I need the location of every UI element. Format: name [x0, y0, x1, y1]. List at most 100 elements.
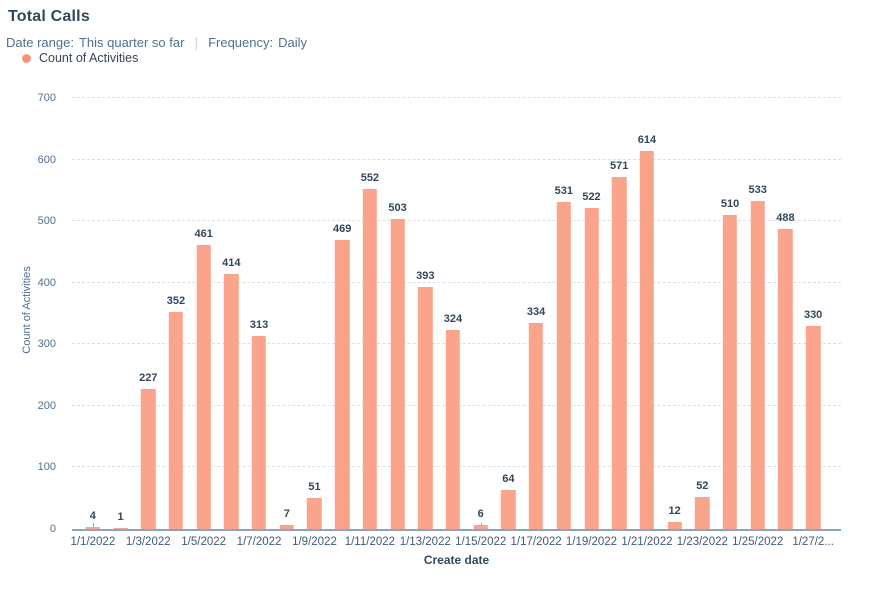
x-axis-title: Create date: [423, 553, 490, 567]
bar-value-label: 571: [610, 160, 629, 173]
bar-value-label: 12: [668, 504, 681, 517]
y-tick-label: 400: [37, 276, 56, 289]
x-tick-label: 1/17/2022: [510, 536, 562, 548]
bar-value-label: 324: [443, 312, 463, 325]
bar-slot: 64: [495, 98, 523, 529]
y-tick-label: 0: [49, 523, 56, 535]
y-tick-label: 700: [37, 92, 56, 104]
y-tick-label: 600: [37, 153, 56, 166]
bar-value-label: 533: [748, 183, 767, 196]
bar-slot: 1/13/2022 393: [400, 98, 451, 548]
x-tick-label: 1/13/2022: [399, 536, 451, 548]
bar-slot: 324: [439, 98, 467, 529]
legend-label: Count of Activities: [39, 51, 139, 65]
y-tick-label: 200: [37, 399, 56, 412]
y-tick-label: 100: [37, 461, 56, 474]
x-tick-label: 1/25/2022: [732, 536, 784, 548]
x-tick-label: 1/27/2...: [792, 536, 834, 548]
gridline: [72, 281, 841, 283]
bar[interactable]: [141, 389, 156, 529]
bar-value-label: 414: [222, 257, 241, 270]
legend-item-count-of-activities[interactable]: Count of Activities: [22, 51, 138, 65]
bar[interactable]: [362, 189, 378, 529]
bar[interactable]: [639, 150, 655, 529]
bar-slot: 1/21/2022 614: [621, 98, 672, 548]
bar-slot: 1/11/2022 552: [345, 98, 395, 548]
bar-value-label: 52: [696, 479, 709, 492]
x-tick-label: 1/11/2022: [344, 536, 396, 548]
gridline: [72, 97, 841, 98]
bar-slot: 12: [661, 98, 689, 529]
bar[interactable]: [224, 274, 239, 529]
bar-slot: 1/5/2022 461: [181, 98, 226, 548]
bar[interactable]: [556, 202, 571, 529]
bar[interactable]: [805, 325, 821, 529]
bar-slot: 510: [716, 98, 744, 529]
y-tick-label: 300: [37, 338, 56, 351]
bar[interactable]: [778, 228, 793, 529]
bar[interactable]: [667, 521, 682, 529]
bar-value-label: 352: [166, 295, 186, 308]
x-tick-label: 1/5/2022: [181, 536, 227, 548]
bar[interactable]: [584, 207, 599, 529]
bar-slot: 469: [328, 98, 356, 529]
bar[interactable]: [501, 489, 516, 529]
bar[interactable]: [113, 528, 128, 529]
date-range-label: Date range:: [6, 34, 74, 50]
x-tick-label: 1/21/2022: [621, 536, 673, 548]
x-tick-label: 1/9/2022: [292, 536, 337, 548]
bar-slot: 7: [273, 98, 301, 529]
bar[interactable]: [334, 240, 350, 529]
bar[interactable]: [612, 177, 627, 529]
bar[interactable]: [279, 524, 294, 529]
x-tick-label: 1/1/2022: [70, 536, 116, 548]
bar-value-label: 7: [283, 507, 290, 520]
report-filters: Date range: This quarter so far | Freque…: [6, 34, 307, 50]
bar[interactable]: [418, 287, 433, 529]
bar-value-label: 6: [477, 508, 484, 521]
bar-series: 1/1/2022 4 1 1/3/2022 227 352 1/5/2022 461 414 1/…: [70, 98, 833, 548]
bar[interactable]: [196, 245, 211, 529]
bar-value-label: 334: [526, 306, 546, 319]
bar-slot: 1/23/2022 52: [677, 98, 728, 548]
filters-separator: |: [194, 34, 199, 50]
bar-value-label: 510: [720, 198, 740, 210]
bar[interactable]: [85, 526, 101, 529]
bar-value-label: 503: [388, 202, 407, 215]
bar-slot: 503: [384, 98, 412, 529]
bar[interactable]: [528, 323, 544, 529]
x-tick-label: 1/3/2022: [125, 536, 171, 548]
bar-value-label: 330: [803, 308, 823, 321]
bar-slot: 1/3/2022 227: [126, 98, 171, 548]
bar[interactable]: [750, 200, 765, 529]
bar[interactable]: [307, 497, 322, 529]
gridline: [72, 220, 841, 222]
bar-value-label: 4: [89, 509, 96, 522]
x-tick-label: 1/19/2022: [565, 536, 618, 548]
bar-slot: 1/17/2022 334: [511, 98, 562, 548]
x-tick-label: 1/15/2022: [455, 536, 507, 548]
bar-slot: 1/15/2022 6: [455, 98, 506, 548]
bar-value-label: 227: [139, 372, 158, 385]
bar[interactable]: [168, 312, 184, 529]
bar-slot: 414: [218, 98, 246, 529]
frequency-label: Frequency:: [208, 34, 274, 50]
bar[interactable]: [722, 215, 738, 529]
y-axis-tick-labels: 0 100 200 300 400 500 600 700: [0, 92, 56, 535]
bar[interactable]: [390, 219, 405, 529]
bar-slot: 1/1/2022 4: [70, 98, 115, 548]
bar-value-label: 64: [502, 472, 515, 485]
bar-value-label: 469: [332, 223, 352, 236]
gridline: [72, 158, 841, 160]
bar-value-label: 461: [194, 228, 213, 241]
x-tick-label: 1/23/2022: [676, 536, 728, 548]
y-tick-label: 500: [37, 215, 56, 228]
bar-slot: 1/9/2022 51: [292, 98, 337, 548]
bar-value-label: 488: [776, 211, 795, 224]
bar[interactable]: [251, 336, 267, 529]
bar[interactable]: [473, 525, 488, 529]
plot-area: 1/1/2022 4 1 1/3/2022 227 352 1/5/2022 461 414 1/…: [70, 97, 841, 548]
bar[interactable]: [445, 329, 461, 529]
legend-dot-icon: [22, 53, 31, 63]
bar[interactable]: [695, 496, 710, 529]
